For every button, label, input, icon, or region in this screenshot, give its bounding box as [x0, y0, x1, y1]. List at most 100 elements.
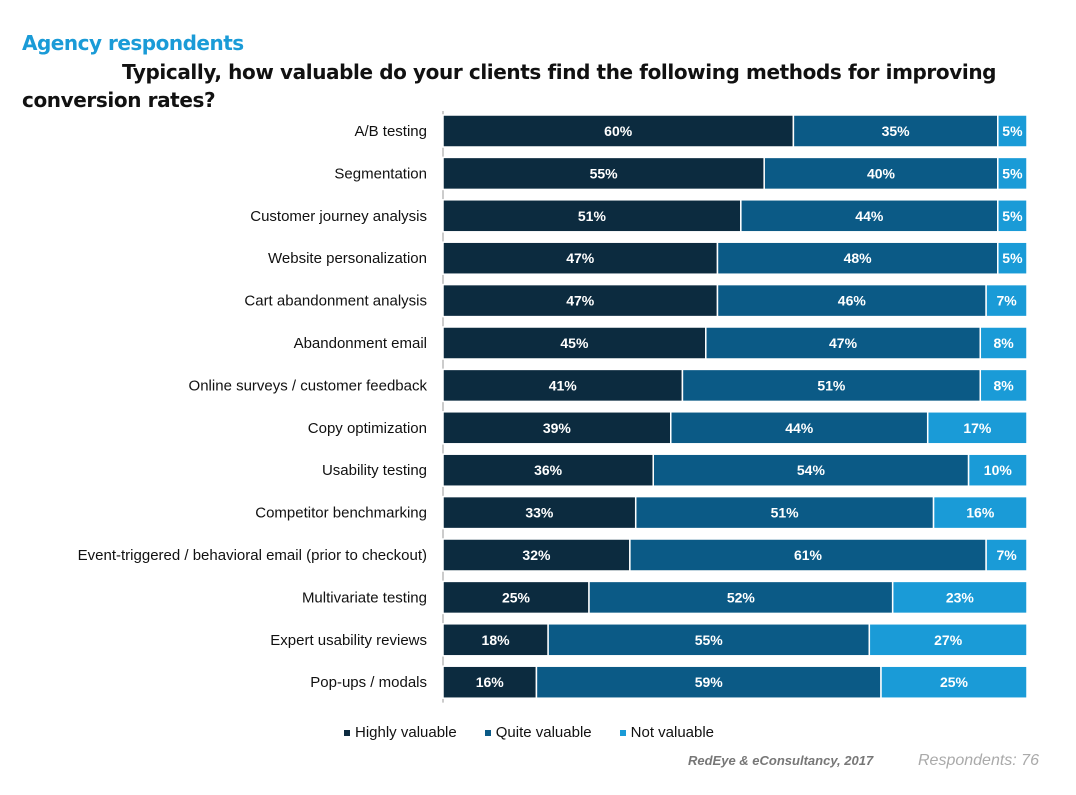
- bar-segment: [997, 156, 1028, 191]
- data-label: 33%: [525, 505, 554, 521]
- respondents-count: Respondents: 76: [918, 752, 1039, 769]
- data-label: 23%: [946, 589, 975, 605]
- data-label: 7%: [996, 547, 1017, 563]
- category-label: Event-triggered / behavioral email (prio…: [78, 547, 427, 564]
- bar-segment: [442, 665, 538, 699]
- data-label: 17%: [963, 420, 992, 436]
- bar-segment: [442, 283, 719, 318]
- legend-item-not: Not valuable: [619, 724, 715, 741]
- data-label: 47%: [566, 293, 595, 309]
- legend-swatch: [484, 730, 491, 737]
- data-label: 45%: [560, 335, 589, 351]
- bar-segment: [716, 283, 987, 318]
- bar-segment: [997, 199, 1028, 233]
- data-label: 46%: [838, 293, 867, 309]
- data-label: 27%: [934, 632, 963, 648]
- category-label: Expert usability reviews: [270, 632, 427, 649]
- source-note: RedEye & eConsultancy, 2017: [688, 753, 874, 768]
- category-label: Competitor benchmarking: [255, 505, 427, 522]
- data-label: 5%: [1002, 165, 1023, 181]
- data-label: 60%: [604, 123, 633, 139]
- data-label: 55%: [590, 165, 619, 181]
- bar-segment: [547, 623, 871, 657]
- legend-item-highly: Highly valuable: [344, 724, 457, 741]
- bar-segment: [740, 199, 999, 233]
- category-label: Copy optimization: [308, 420, 427, 437]
- bar-segment: [880, 665, 1028, 699]
- data-label: 32%: [522, 547, 551, 563]
- category-label: Pop-ups / modals: [310, 674, 427, 691]
- data-label: 51%: [771, 505, 800, 521]
- data-label: 61%: [794, 547, 823, 563]
- data-label: 8%: [994, 335, 1015, 351]
- legend-label: Quite valuable: [495, 724, 592, 741]
- data-label: 51%: [817, 377, 846, 393]
- bar-segment: [442, 156, 765, 191]
- legend-swatch: [344, 730, 350, 737]
- data-label: 54%: [797, 462, 826, 478]
- data-label: 10%: [984, 462, 1013, 478]
- chart-subtitle: Agency respondents: [22, 31, 244, 55]
- bar-segment: [997, 241, 1028, 275]
- category-label: Cart abandonment analysis: [244, 293, 427, 310]
- bar-segment: [588, 580, 894, 615]
- data-label: 51%: [578, 208, 607, 224]
- category-label: Website personalization: [268, 250, 427, 267]
- data-label: 5%: [1002, 208, 1023, 224]
- bar-segment: [891, 580, 1028, 615]
- data-label: 41%: [549, 377, 578, 393]
- bar-segment: [442, 453, 654, 487]
- data-label: 55%: [695, 632, 724, 648]
- bar-segment: [716, 241, 999, 275]
- category-label: Usability testing: [322, 462, 427, 479]
- category-label: Customer journey analysis: [250, 208, 427, 225]
- legend-item-quite: Quite valuable: [484, 724, 592, 741]
- data-label: 40%: [867, 165, 896, 181]
- category-label: A/B testing: [354, 123, 427, 140]
- bar-segment: [868, 623, 1028, 657]
- data-label: 16%: [476, 674, 505, 690]
- bar-segment: [926, 411, 1028, 445]
- bar-segment: [985, 283, 1028, 318]
- data-label: 59%: [695, 674, 724, 690]
- data-label: 18%: [482, 632, 511, 648]
- bar-segment: [442, 241, 719, 275]
- legend-label: Highly valuable: [355, 724, 457, 741]
- data-label: 8%: [994, 377, 1015, 393]
- bar-segment: [442, 495, 637, 530]
- legend-label: Not valuable: [630, 724, 715, 741]
- category-label: Multivariate testing: [302, 589, 427, 606]
- bar-segment: [634, 495, 935, 530]
- legend: Highly valuable Quite valuable Not valua…: [344, 724, 714, 741]
- bar-segment: [442, 199, 742, 233]
- data-label: 35%: [882, 123, 911, 139]
- bar-segment: [979, 368, 1028, 403]
- bar-segment: [535, 665, 882, 699]
- bar-segment: [792, 114, 999, 148]
- data-label: 5%: [1002, 123, 1023, 139]
- bar-segment: [705, 326, 982, 360]
- bar-segment: [979, 326, 1028, 360]
- bar-segment: [442, 326, 707, 360]
- bar-segment: [442, 623, 549, 657]
- data-label: 16%: [966, 505, 995, 521]
- bar-segment: [442, 368, 684, 403]
- legend-swatch: [619, 730, 626, 737]
- data-label: 48%: [844, 250, 873, 266]
- data-label: 44%: [785, 420, 814, 436]
- bar-segment: [681, 368, 982, 403]
- data-label: 7%: [996, 293, 1017, 309]
- category-label: Segmentation: [334, 165, 427, 182]
- bar-segment: [997, 114, 1028, 148]
- data-label: 36%: [534, 462, 563, 478]
- bar-segment: [652, 453, 970, 487]
- category-label: Online surveys / customer feedback: [189, 377, 428, 394]
- data-label: 25%: [502, 589, 531, 605]
- data-label: 39%: [543, 420, 572, 436]
- data-label: 47%: [829, 335, 858, 351]
- bar-segment: [967, 453, 1028, 487]
- data-label: 5%: [1002, 250, 1023, 266]
- category-label: Abandonment email: [294, 335, 427, 352]
- bar-segment: [763, 156, 999, 191]
